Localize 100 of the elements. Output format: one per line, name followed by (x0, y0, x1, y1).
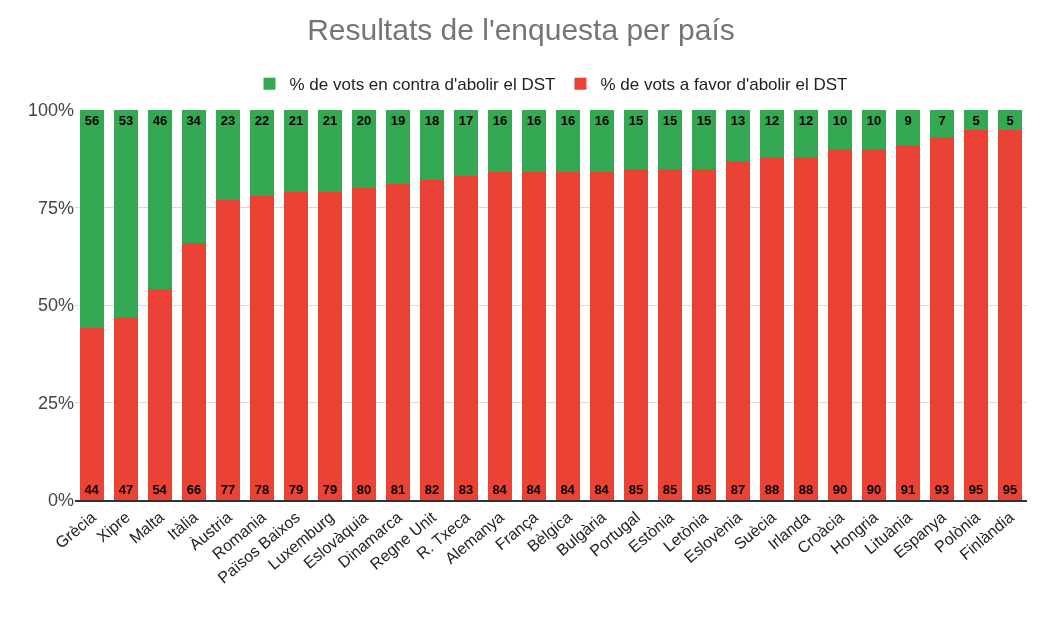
bar (148, 110, 172, 290)
data-label: 85 (628, 482, 644, 497)
bar (726, 160, 750, 500)
data-label: 12 (798, 113, 814, 128)
y-tick-label: 50% (37, 295, 74, 316)
bar (522, 110, 546, 173)
bar (556, 172, 580, 500)
bar (624, 110, 648, 169)
bar (658, 110, 682, 169)
legend-label: % de vots en contra d'abolir el DST (289, 75, 556, 95)
data-label: 90 (866, 482, 882, 497)
data-label: 93 (934, 482, 950, 497)
bar (998, 129, 1022, 500)
bar (998, 110, 1022, 130)
bar (794, 156, 818, 500)
data-label: 83 (458, 482, 474, 497)
data-label: 56 (84, 113, 100, 128)
bar (454, 110, 478, 177)
bar (692, 168, 716, 500)
bar (760, 110, 784, 157)
data-label: 54 (152, 482, 168, 497)
bar (284, 191, 308, 500)
data-label: 90 (832, 482, 848, 497)
bar (216, 199, 240, 500)
bar (828, 110, 852, 149)
y-tick-label: 0% (47, 490, 74, 511)
bar (318, 110, 342, 192)
data-label: 9 (904, 113, 912, 128)
bar (352, 188, 376, 500)
bar (862, 110, 886, 149)
bar (182, 242, 206, 500)
bar (964, 110, 988, 130)
data-label: 16 (560, 113, 576, 128)
data-label: 91 (900, 482, 916, 497)
chart-title: Resultats de l'enquesta per país (307, 12, 735, 46)
data-label: 19 (390, 113, 406, 128)
bar (930, 110, 954, 138)
bar (624, 168, 648, 500)
data-label: 78 (254, 482, 270, 497)
data-label: 12 (764, 113, 780, 128)
data-label: 80 (356, 482, 372, 497)
bar (896, 110, 920, 146)
bar (318, 191, 342, 500)
data-label: 79 (288, 482, 304, 497)
data-label: 77 (220, 482, 236, 497)
bar (556, 110, 580, 173)
data-label: 23 (220, 113, 236, 128)
bar (386, 110, 410, 185)
bar (420, 180, 444, 500)
bar (658, 168, 682, 500)
bar (114, 110, 138, 317)
bar (930, 137, 954, 500)
bar (148, 289, 172, 500)
bar (590, 110, 614, 173)
data-label: 10 (866, 113, 882, 128)
data-label: 15 (662, 113, 678, 128)
bar (352, 110, 376, 188)
data-label: 84 (594, 482, 610, 497)
bar (488, 110, 512, 173)
bar (522, 172, 546, 500)
bar (726, 110, 750, 161)
data-label: 95 (1002, 482, 1018, 497)
data-label: 79 (322, 482, 338, 497)
y-tick-label: 25% (37, 392, 74, 413)
bar (420, 110, 444, 181)
data-label: 85 (662, 482, 678, 497)
data-label: 15 (696, 113, 712, 128)
bar (896, 145, 920, 500)
data-label: 17 (458, 113, 474, 128)
data-label: 20 (356, 113, 372, 128)
bar (794, 110, 818, 157)
data-label: 88 (798, 482, 814, 497)
data-label: 21 (288, 113, 304, 128)
y-tick-label: 100% (27, 100, 74, 121)
bar (216, 110, 240, 200)
data-label: 46 (152, 113, 168, 128)
data-label: 87 (730, 482, 746, 497)
data-label: 53 (118, 113, 134, 128)
bar (80, 110, 104, 329)
bar (828, 149, 852, 500)
bar (114, 316, 138, 500)
bar (80, 328, 104, 500)
data-label: 22 (254, 113, 270, 128)
bar (590, 172, 614, 500)
bar (250, 110, 274, 196)
data-label: 5 (1006, 113, 1014, 128)
data-label: 81 (390, 482, 406, 497)
bar (692, 110, 716, 169)
bar (182, 110, 206, 243)
bar (284, 110, 308, 192)
data-label: 7 (938, 113, 946, 128)
data-label: 16 (526, 113, 542, 128)
data-label: 88 (764, 482, 780, 497)
y-tick-label: 75% (37, 197, 74, 218)
bar (488, 172, 512, 500)
bar (250, 195, 274, 500)
bar (386, 184, 410, 500)
data-label: 47 (118, 482, 134, 497)
data-label: 15 (628, 113, 644, 128)
data-label: 84 (492, 482, 508, 497)
